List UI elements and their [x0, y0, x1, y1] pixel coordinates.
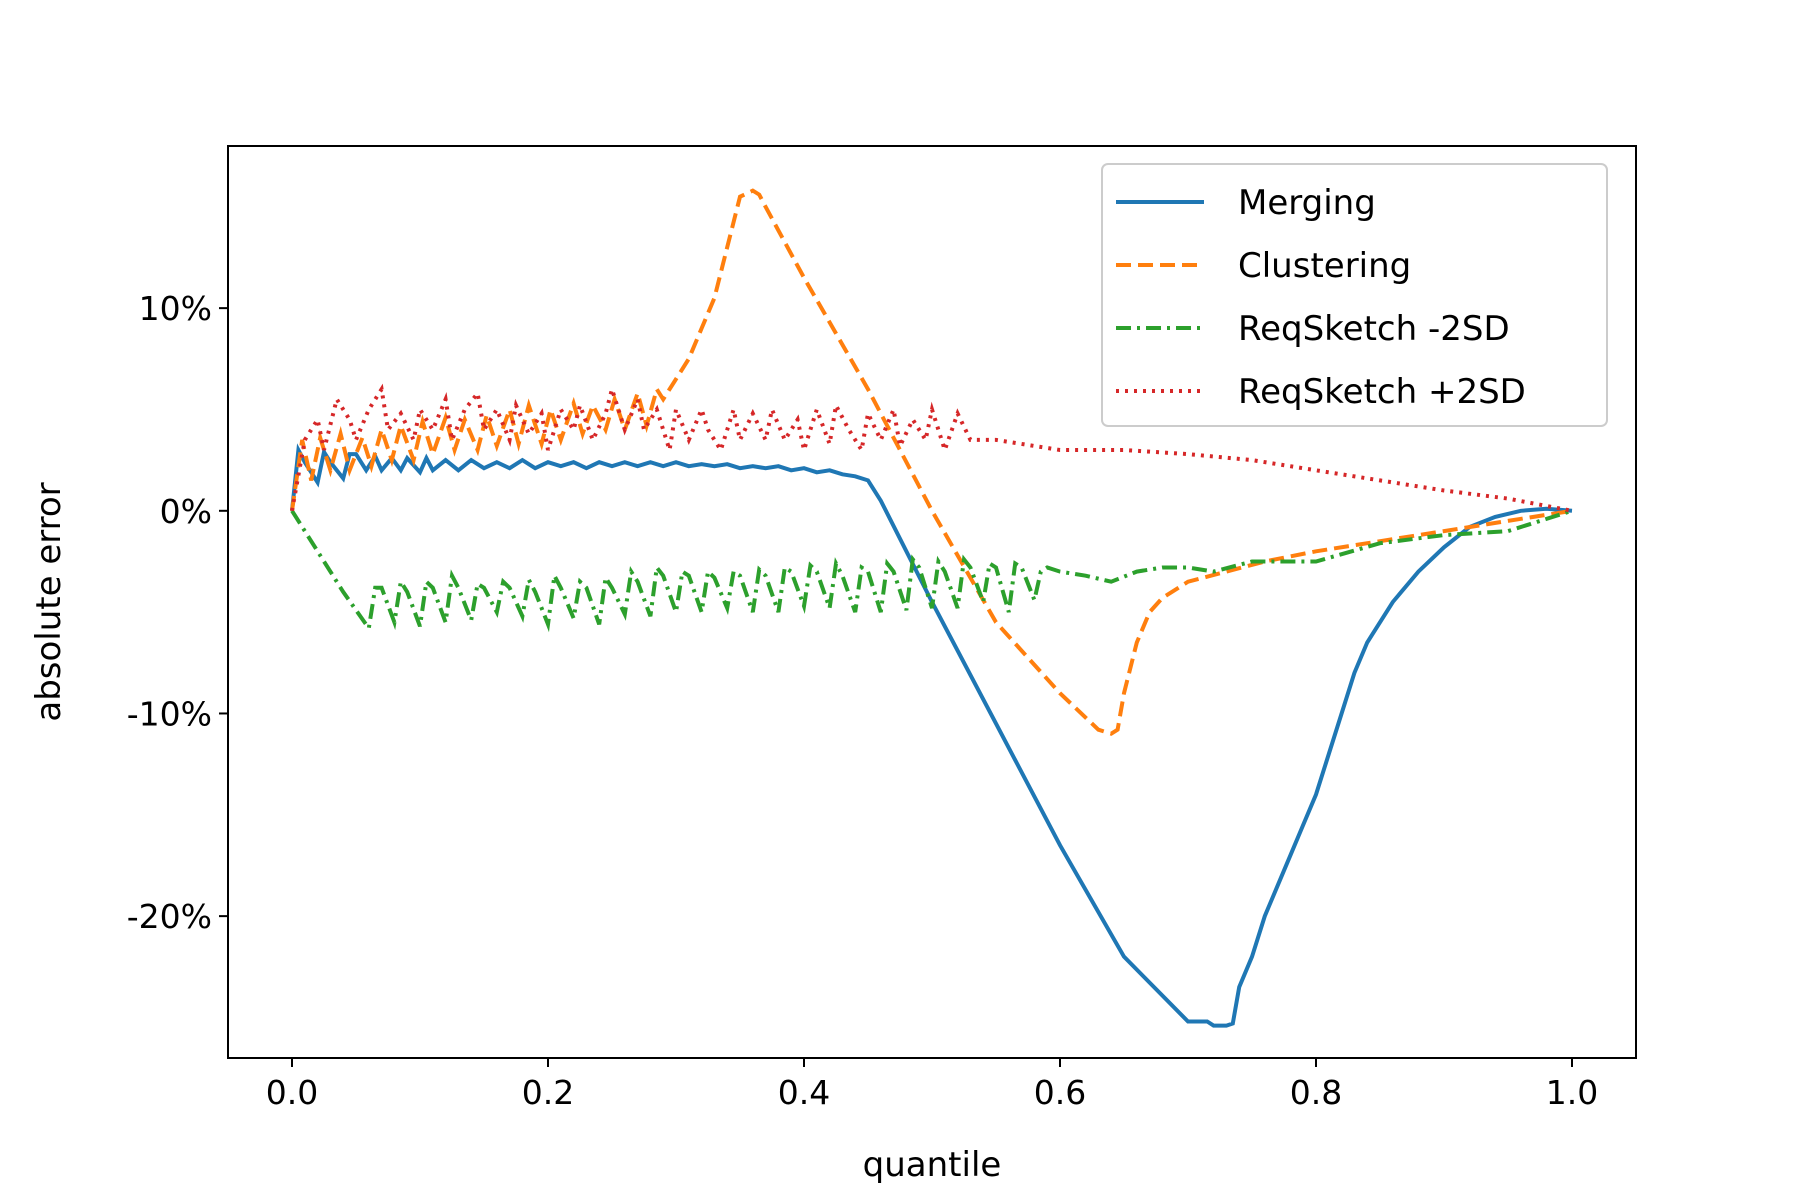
x-tick-label: 0.6 — [1034, 1073, 1086, 1112]
y-axis-label: absolute error — [29, 482, 69, 721]
legend-label: ReqSketch -2SD — [1238, 309, 1510, 349]
series-line-1 — [290, 443, 1573, 1028]
series-line-3 — [290, 508, 1573, 634]
x-tick-label: 1.0 — [1546, 1073, 1598, 1112]
legend-label: Clustering — [1238, 246, 1411, 286]
x-tick-label: 0.2 — [522, 1073, 574, 1112]
series-line-4 — [290, 382, 1573, 513]
y-tick-label: -20% — [127, 897, 212, 936]
plot-area — [290, 188, 1573, 1028]
legend: Merging Clustering ReqSketch -2SD ReqSketch… — [1101, 163, 1608, 427]
y-tick-label: 0% — [160, 492, 212, 531]
legend-label: Merging — [1238, 183, 1376, 223]
x-tick-label: 0.8 — [1290, 1073, 1342, 1112]
y-tick-label: -10% — [127, 694, 212, 733]
legend-label: ReqSketch +2SD — [1238, 372, 1526, 412]
series-line-2 — [290, 188, 1573, 736]
x-tick-label: 0.4 — [778, 1073, 830, 1112]
y-tick-label: 10% — [139, 289, 212, 328]
x-tick-label: 0.0 — [266, 1073, 318, 1112]
plot-frame — [227, 145, 1637, 1059]
axes: 0.0 0.2 0.4 0.6 0.8 1.0 10% 0% -10% -20% — [127, 145, 1637, 1112]
legend-box — [1101, 163, 1608, 427]
x-axis-label: quantile — [863, 1145, 1002, 1185]
